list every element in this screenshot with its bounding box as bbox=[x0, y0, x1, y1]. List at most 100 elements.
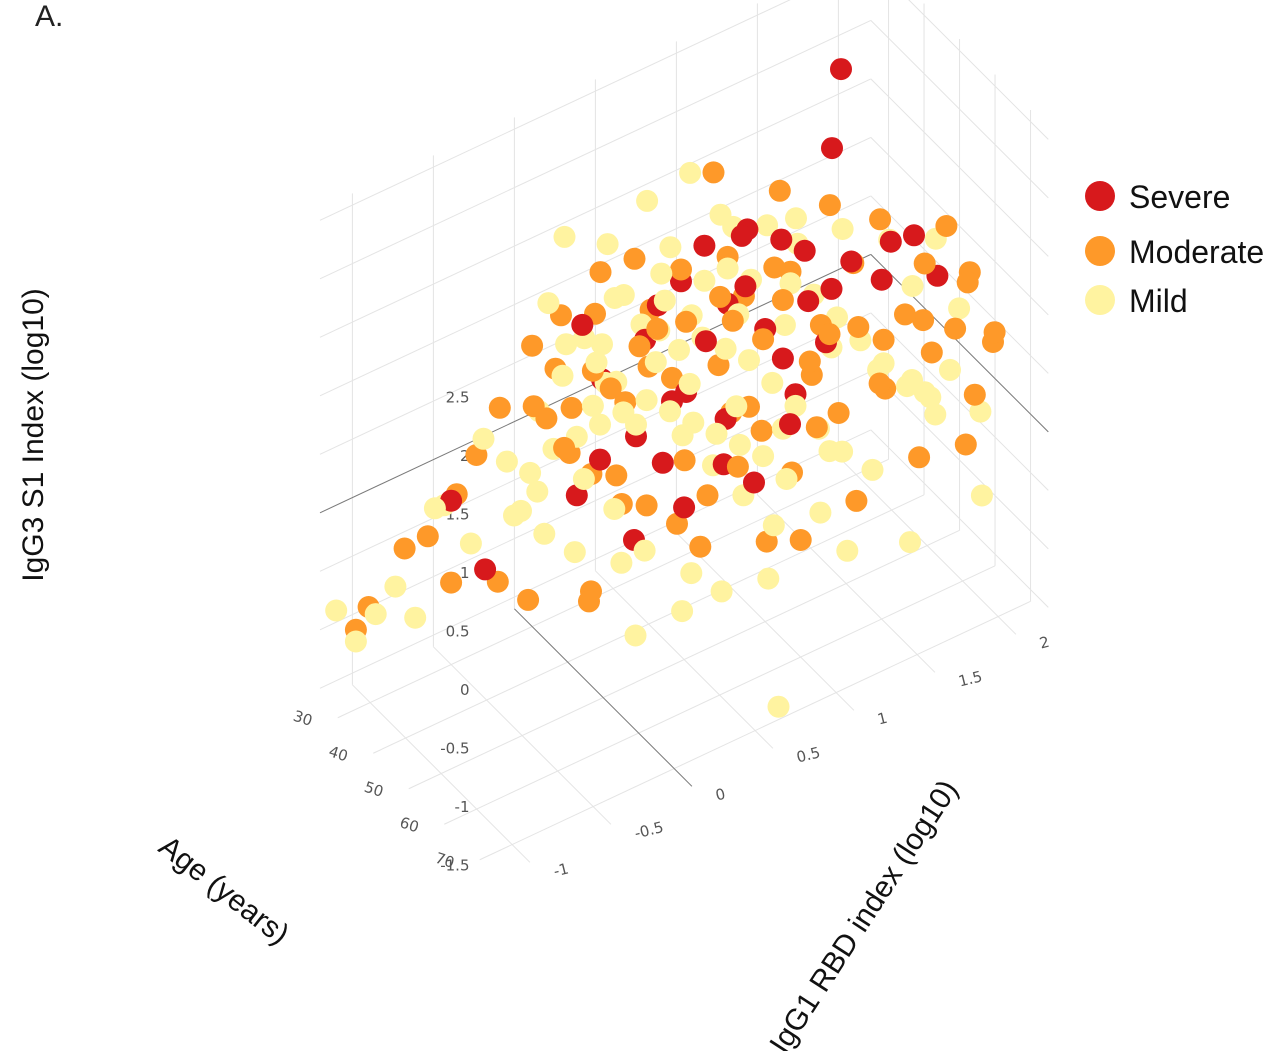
data-point-mild bbox=[861, 458, 884, 481]
data-point-mild bbox=[555, 333, 578, 356]
data-point-moderate bbox=[868, 372, 891, 395]
data-point-mild bbox=[901, 369, 923, 391]
floor-gridline bbox=[676, 532, 855, 711]
data-point-moderate bbox=[522, 395, 545, 418]
x-tick-label: 70 bbox=[433, 849, 457, 872]
z-axis-title: IgG3 S1 Index (log10) bbox=[17, 288, 50, 582]
data-point-moderate bbox=[673, 449, 696, 472]
legend: Severe Moderate Mild bbox=[1085, 179, 1264, 319]
data-point-mild bbox=[939, 358, 961, 381]
data-point-severe bbox=[694, 330, 717, 353]
data-point-moderate bbox=[798, 350, 821, 373]
data-point-moderate bbox=[628, 335, 651, 358]
z-tick-label: 2.5 bbox=[446, 388, 470, 406]
data-point-mild bbox=[636, 189, 659, 212]
data-point-moderate bbox=[845, 489, 868, 512]
data-point-moderate bbox=[913, 252, 936, 275]
data-point-severe bbox=[821, 137, 843, 160]
data-point-mild bbox=[581, 394, 604, 417]
data-point-mild bbox=[659, 400, 681, 423]
data-point-mild bbox=[716, 257, 739, 280]
data-point-mild bbox=[459, 532, 482, 555]
z-tick-label: 1 bbox=[460, 564, 470, 582]
x-tick-label: 50 bbox=[362, 778, 386, 801]
data-point-moderate bbox=[702, 161, 725, 184]
data-point-mild bbox=[756, 214, 779, 237]
data-point-moderate bbox=[416, 525, 439, 548]
data-point-mild bbox=[969, 400, 992, 423]
data-point-mild bbox=[710, 580, 733, 603]
data-point-mild bbox=[537, 292, 560, 315]
data-point-mild bbox=[635, 389, 658, 412]
data-point-severe bbox=[870, 268, 893, 291]
data-point-mild bbox=[757, 567, 780, 590]
floor-gridline bbox=[757, 494, 936, 673]
data-point-moderate bbox=[666, 512, 688, 535]
data-point-moderate bbox=[440, 571, 463, 594]
floor-gridline bbox=[595, 570, 774, 749]
data-point-moderate bbox=[805, 416, 828, 439]
data-point-moderate bbox=[750, 419, 773, 442]
data-point-moderate bbox=[963, 383, 986, 406]
data-point-mild bbox=[762, 514, 785, 537]
data-point-moderate bbox=[670, 258, 692, 281]
data-point-moderate bbox=[956, 271, 979, 294]
data-point-mild bbox=[644, 351, 667, 374]
data-point-mild bbox=[472, 427, 495, 450]
data-point-moderate bbox=[488, 396, 511, 419]
y-tick-label: -1 bbox=[552, 859, 571, 880]
legend-marker-severe bbox=[1085, 181, 1115, 211]
data-point-moderate bbox=[818, 194, 841, 217]
data-point-mild bbox=[596, 233, 619, 256]
data-point-severe bbox=[673, 496, 696, 519]
data-point-moderate bbox=[599, 377, 622, 400]
data-point-severe bbox=[571, 313, 594, 336]
z-tick-label: -1 bbox=[455, 798, 470, 816]
y-tick-label: 2 bbox=[1038, 633, 1052, 653]
right-wall-gridline bbox=[870, 20, 1049, 199]
data-point-moderate bbox=[521, 334, 544, 357]
data-point-mild bbox=[653, 289, 676, 312]
right-wall-gridline bbox=[870, 312, 1049, 491]
data-point-moderate bbox=[393, 537, 416, 560]
x-tick-label: 30 bbox=[291, 707, 315, 730]
y-tick-label: 1.5 bbox=[957, 667, 985, 690]
data-point-mild bbox=[526, 480, 549, 503]
data-point-mild bbox=[591, 333, 613, 356]
data-point-moderate bbox=[675, 310, 698, 333]
data-point-moderate bbox=[983, 321, 1006, 344]
data-point-mild bbox=[901, 275, 924, 297]
data-point-moderate bbox=[709, 285, 732, 308]
data-point-severe bbox=[879, 230, 902, 253]
data-point-mild bbox=[325, 599, 348, 622]
data-point-severe bbox=[903, 224, 925, 247]
y-tick-label: -0.5 bbox=[633, 818, 666, 843]
floor-gridline bbox=[838, 456, 1017, 635]
data-point-mild bbox=[693, 269, 716, 292]
data-point-mild bbox=[738, 349, 760, 372]
data-point-mild bbox=[572, 468, 595, 490]
data-point-severe bbox=[797, 290, 820, 313]
data-point-mild bbox=[752, 445, 775, 468]
data-point-mild bbox=[831, 218, 854, 240]
data-point-mild bbox=[767, 695, 790, 718]
data-point-mild bbox=[785, 207, 807, 230]
data-point-moderate bbox=[635, 494, 658, 517]
data-point-moderate bbox=[827, 402, 850, 424]
data-point-moderate bbox=[818, 323, 841, 346]
data-point-severe bbox=[830, 58, 852, 81]
data-point-mild bbox=[384, 575, 407, 598]
data-point-mild bbox=[510, 499, 532, 522]
data-point-mild bbox=[650, 262, 673, 285]
data-point-severe bbox=[743, 471, 765, 494]
data-point-moderate bbox=[605, 464, 628, 487]
data-point-mild bbox=[779, 272, 802, 295]
y-tick-label: 0.5 bbox=[795, 743, 823, 766]
data-point-severe bbox=[771, 347, 794, 370]
data-point-moderate bbox=[661, 366, 683, 389]
data-point-moderate bbox=[771, 289, 794, 311]
data-point-moderate bbox=[935, 215, 958, 237]
data-point-moderate bbox=[869, 208, 892, 231]
left-wall-gridline bbox=[319, 78, 872, 338]
data-point-severe bbox=[730, 224, 753, 247]
